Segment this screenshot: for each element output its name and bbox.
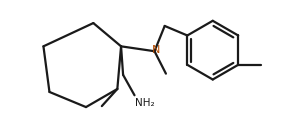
Text: N: N	[152, 45, 160, 55]
Text: NH₂: NH₂	[135, 98, 155, 108]
